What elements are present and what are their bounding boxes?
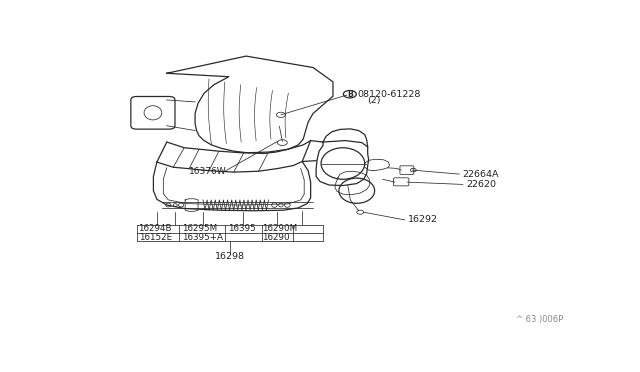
Text: 16290: 16290 [262,233,290,242]
Text: (2): (2) [367,96,380,105]
Text: ^ 63 )006P: ^ 63 )006P [516,315,564,324]
Text: 22664A: 22664A [462,170,499,179]
Text: 16290M: 16290M [262,224,298,233]
Text: 16292: 16292 [408,215,438,224]
Text: 16295M: 16295M [182,224,217,233]
Text: 16298: 16298 [215,252,245,261]
Text: 16395: 16395 [228,224,255,233]
Text: 22620: 22620 [466,180,496,189]
Text: 16376W: 16376W [189,167,227,176]
Text: 16152E: 16152E [140,233,173,242]
Text: 16395+A: 16395+A [182,233,223,242]
Text: 08120-61228: 08120-61228 [358,90,421,99]
Text: B: B [347,90,353,99]
Text: 16294B: 16294B [138,224,172,233]
